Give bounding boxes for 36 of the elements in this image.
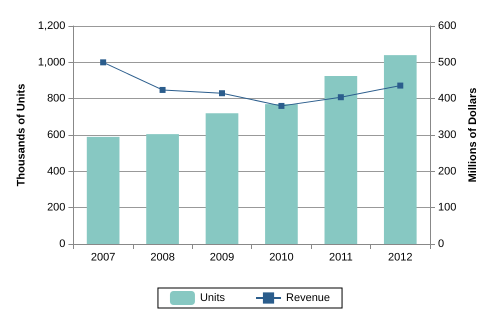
bar — [86, 136, 120, 244]
point — [397, 82, 404, 89]
point — [338, 94, 344, 100]
y2-tick-label: 200 — [438, 165, 456, 178]
y-tick-label: 0 — [59, 238, 66, 250]
x-tick-label: 2012 — [388, 252, 413, 264]
y2-tick-label: 100 — [438, 202, 456, 214]
point — [160, 86, 166, 93]
y2-tick-label: 600 — [438, 20, 456, 32]
legend-label: Revenue — [286, 292, 330, 304]
y2-tick-label: 0 — [438, 238, 444, 250]
y-axis-title: Thousands of Units — [16, 84, 28, 186]
point — [278, 102, 284, 109]
x-tick-label: 2008 — [150, 252, 175, 264]
x-tick-label: 2011 — [329, 252, 353, 264]
point — [100, 59, 106, 66]
y-tick-label: 400 — [47, 165, 66, 178]
bar — [265, 104, 298, 244]
bar — [146, 134, 179, 244]
x-tick-label: 2009 — [210, 252, 234, 264]
bar — [384, 55, 417, 244]
x-tick-label: 2010 — [269, 252, 294, 264]
y-tick-label: 800 — [47, 92, 66, 105]
legend-label: Units — [200, 292, 226, 304]
y2-tick-label: 300 — [438, 129, 456, 141]
y2-tick-label: 400 — [438, 92, 456, 105]
y-tick-label: 1,200 — [38, 20, 66, 32]
y-tick-label: 1,000 — [38, 56, 66, 68]
y-tick-label: 600 — [47, 129, 66, 141]
y2-tick-label: 500 — [438, 56, 456, 68]
bar — [206, 113, 238, 244]
y2-axis-title: Millions of Dollars — [466, 88, 479, 182]
y-tick-label: 200 — [47, 202, 66, 214]
x-tick-label: 2007 — [90, 252, 116, 264]
point — [219, 90, 225, 96]
bar — [324, 76, 358, 244]
